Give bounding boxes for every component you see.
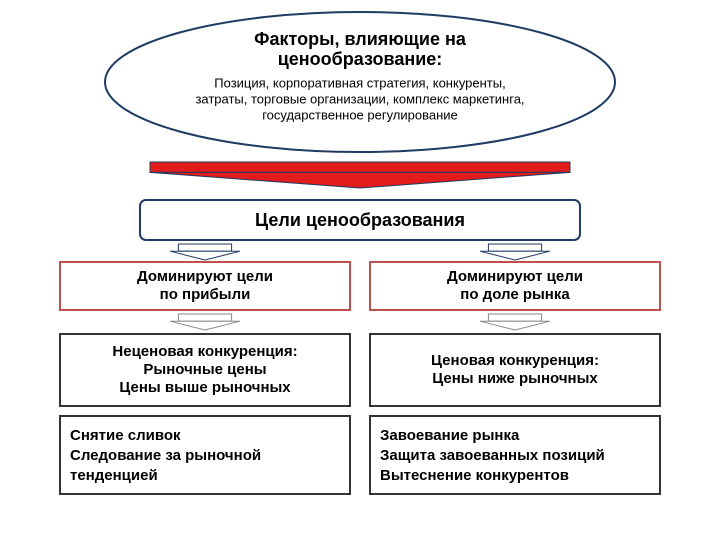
left-mid-arrow xyxy=(170,314,240,330)
goals-label: Цели ценообразования xyxy=(255,210,465,230)
factors-title-2: ценообразование: xyxy=(278,49,443,69)
left-competition-1: Рыночные цены xyxy=(143,361,266,378)
right-dominate-1: Доминируют цели xyxy=(447,268,583,285)
right-competition-0: Ценовая конкуренция: xyxy=(431,352,599,369)
goals-arrow-left xyxy=(170,244,240,260)
left-competition-2: Цены выше рыночных xyxy=(119,379,291,396)
factors-title-1: Факторы, влияющие на xyxy=(254,29,467,49)
right-strategy-0: Завоевание рынка xyxy=(380,427,520,444)
factors-subtitle-0: Позиция, корпоративная стратегия, конкур… xyxy=(214,75,505,90)
left-strategy-1: Следование за рыночной xyxy=(70,447,261,464)
left-strategy-0: Снятие сливок xyxy=(70,427,181,444)
left-dominate-1: Доминируют цели xyxy=(137,268,273,285)
diagram-canvas: Факторы, влияющие наценообразование: Пози… xyxy=(0,0,720,540)
big-red-arrow xyxy=(150,162,570,188)
left-dominate-2: по прибыли xyxy=(160,286,251,303)
right-strategy-2: Вытеснение конкурентов xyxy=(380,467,569,484)
factors-subtitle-2: государственное регулирование xyxy=(262,107,458,122)
left-strategy-2: тенденцией xyxy=(70,467,158,484)
right-mid-arrow xyxy=(480,314,550,330)
right-competition-1: Цены ниже рыночных xyxy=(432,370,598,387)
goals-arrow-right xyxy=(480,244,550,260)
right-dominate-2: по доле рынка xyxy=(460,286,570,303)
right-strategy-1: Защита завоеванных позиций xyxy=(380,447,605,464)
factors-subtitle-1: затраты, торговые организации, комплекс … xyxy=(195,91,524,106)
left-competition-0: Неценовая конкуренция: xyxy=(112,343,297,360)
